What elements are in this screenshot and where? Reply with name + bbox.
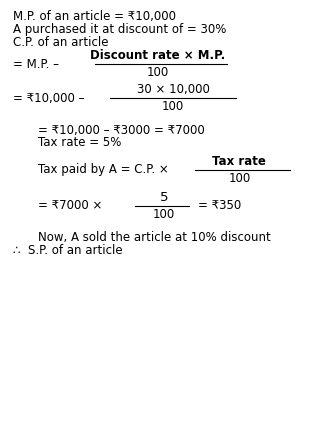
Text: 100: 100: [153, 208, 175, 220]
Text: = ₹350: = ₹350: [198, 199, 242, 212]
Text: M.P. of an article = ₹10,000: M.P. of an article = ₹10,000: [13, 11, 175, 23]
Text: Discount rate × M.P.: Discount rate × M.P.: [90, 50, 225, 62]
Text: Tax rate: Tax rate: [212, 155, 266, 167]
Text: 100: 100: [162, 100, 184, 113]
Text: Now, A sold the article at 10% discount: Now, A sold the article at 10% discount: [38, 231, 271, 244]
Text: = ₹7000 ×: = ₹7000 ×: [38, 199, 102, 212]
Text: Tax paid by A = C.P. ×: Tax paid by A = C.P. ×: [38, 163, 169, 176]
Text: 30 × 10,000: 30 × 10,000: [137, 84, 210, 96]
Text: ∴  S.P. of an article: ∴ S.P. of an article: [13, 244, 122, 257]
Text: Tax rate = 5%: Tax rate = 5%: [38, 136, 121, 148]
Text: 100: 100: [228, 172, 250, 184]
Text: A purchased it at discount of = 30%: A purchased it at discount of = 30%: [13, 23, 226, 36]
Text: = ₹10,000 – ₹3000 = ₹7000: = ₹10,000 – ₹3000 = ₹7000: [38, 124, 204, 137]
Text: 100: 100: [146, 67, 169, 79]
Text: C.P. of an article: C.P. of an article: [13, 36, 108, 49]
Text: = ₹10,000 –: = ₹10,000 –: [13, 92, 84, 105]
Text: 5: 5: [160, 191, 168, 204]
Text: = M.P. –: = M.P. –: [13, 58, 59, 71]
